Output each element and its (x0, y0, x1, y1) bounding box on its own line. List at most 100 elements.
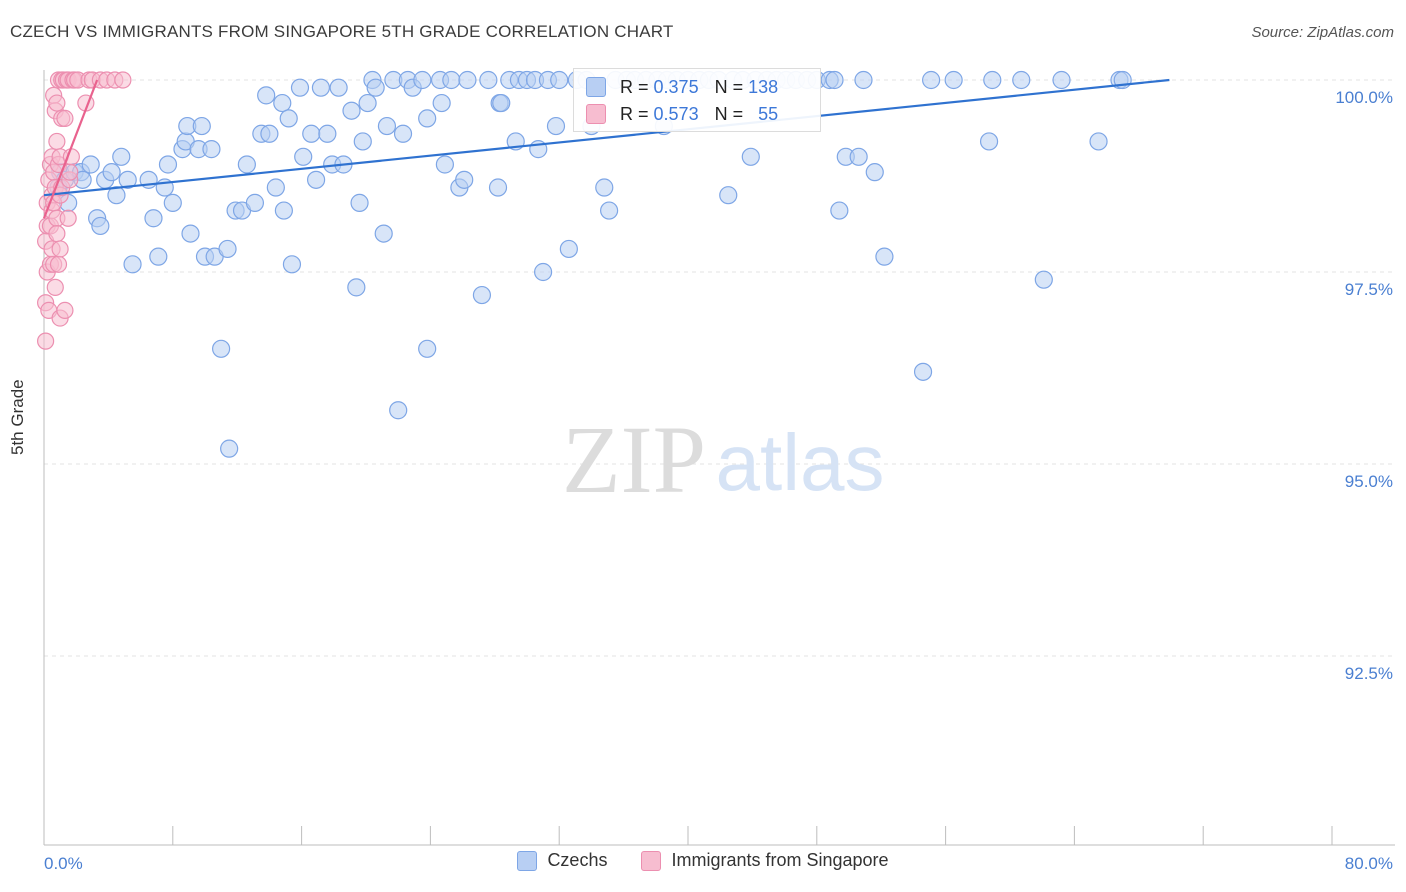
czech-point (595, 178, 614, 197)
czech-point (279, 109, 298, 128)
singapore-point (114, 71, 132, 89)
czech-point (865, 163, 884, 182)
czech-point (245, 193, 265, 212)
czech-point (825, 70, 844, 90)
x-tick-label: 0.0% (44, 854, 83, 873)
czech-point (393, 124, 413, 143)
legend: Czechs Immigrants from Singapore (0, 850, 1406, 871)
trend-lines (42, 78, 1170, 219)
singapore-point (56, 301, 74, 319)
czech-point (488, 178, 508, 197)
czech-point (91, 216, 110, 236)
czech-point (353, 132, 372, 151)
czech-point (1034, 270, 1053, 289)
czech-point (350, 193, 369, 212)
czech-point (306, 170, 326, 189)
watermark-atlas: atlas (716, 418, 885, 507)
legend-label: Czechs (547, 850, 608, 870)
y-tick-label: 100.0% (1335, 88, 1393, 107)
czech-point (144, 209, 163, 228)
czech-point (149, 247, 168, 266)
czech-point (1052, 70, 1071, 90)
singapore-point (48, 94, 66, 112)
czech-point (546, 116, 566, 136)
stats-swatch-blue (586, 77, 606, 97)
czech-point (158, 155, 178, 174)
stats-r-value: 0.375 (653, 76, 699, 97)
czech-point (533, 262, 553, 282)
czech-point (922, 70, 941, 90)
y-tick-label: 95.0% (1345, 472, 1393, 491)
czech-point (944, 70, 963, 90)
czech-point (432, 93, 451, 113)
czech-point (1089, 132, 1108, 151)
czech-point (741, 147, 760, 166)
singapore-point (46, 278, 64, 296)
stats-r-label: R = (620, 103, 649, 124)
czech-point (181, 224, 200, 243)
y-tick-label: 97.5% (1345, 280, 1393, 299)
legend-swatch-pink (641, 850, 662, 871)
czech-point (366, 78, 385, 97)
stats-n-label: N = (714, 76, 744, 97)
czech-point (318, 124, 337, 143)
stats-n-label: N = (714, 103, 744, 124)
czech-point (854, 70, 873, 90)
stats-row-czechs: R = 0.375 N = 138 (586, 75, 778, 99)
czech-point (347, 278, 366, 297)
singapore-trendline (42, 79, 99, 219)
legend-item-singapore[interactable]: Immigrants from Singapore (641, 850, 889, 871)
czech-point (212, 339, 231, 358)
czech-point (273, 93, 292, 113)
czech-point (290, 78, 310, 97)
czech-point (559, 239, 578, 259)
singapore-point (56, 109, 74, 128)
czech-point (112, 147, 131, 166)
stats-row-singapore: R = 0.573 N = 55 (586, 102, 778, 126)
czech-point (192, 116, 211, 136)
czech-point (455, 170, 474, 189)
legend-item-czechs[interactable]: Czechs (517, 850, 607, 871)
czech-point (418, 109, 437, 128)
czech-point (913, 362, 933, 381)
czech-point (329, 78, 348, 97)
czech-point (492, 93, 511, 113)
singapore-point (59, 209, 77, 227)
czech-point (218, 239, 237, 259)
czech-point (389, 401, 408, 420)
czech-point (266, 178, 285, 197)
singapore-point (48, 225, 66, 243)
czech-point (849, 147, 868, 166)
czech-point (102, 163, 121, 182)
czech-point (377, 116, 397, 136)
czech-point (418, 339, 437, 358)
czech-point (479, 70, 498, 90)
czech-point (311, 78, 331, 97)
czech-point (302, 124, 321, 143)
stats-n-value: 55 (758, 103, 779, 124)
stats-box: R = 0.375 N = 138 R = 0.573 N = 55 (573, 68, 821, 132)
czech-point (719, 186, 738, 205)
czech-point (257, 86, 276, 105)
singapore-point (51, 240, 69, 258)
legend-label: Immigrants from Singapore (671, 850, 889, 870)
stats-r-label: R = (620, 76, 649, 97)
czech-point (358, 93, 377, 113)
czech-point (413, 70, 432, 90)
czech-point (472, 285, 492, 305)
czech-point (875, 247, 894, 266)
czech-point (220, 439, 239, 458)
source-credit: Source: ZipAtlas.com (1251, 24, 1394, 41)
czech-point (81, 155, 100, 174)
czech-point (342, 101, 361, 120)
czechs-trendline (43, 78, 1170, 197)
x-tick-label: 80.0% (1345, 854, 1393, 873)
singapore-points (37, 71, 132, 350)
singapore-point (37, 332, 55, 350)
czech-point (202, 140, 221, 159)
tick-labels: 100.0% 97.5% 95.0% 92.5% 0.0% 80.0% (44, 88, 1393, 873)
czech-point (442, 70, 461, 90)
legend-swatch-blue (517, 850, 538, 871)
stats-swatch-pink (586, 104, 606, 124)
